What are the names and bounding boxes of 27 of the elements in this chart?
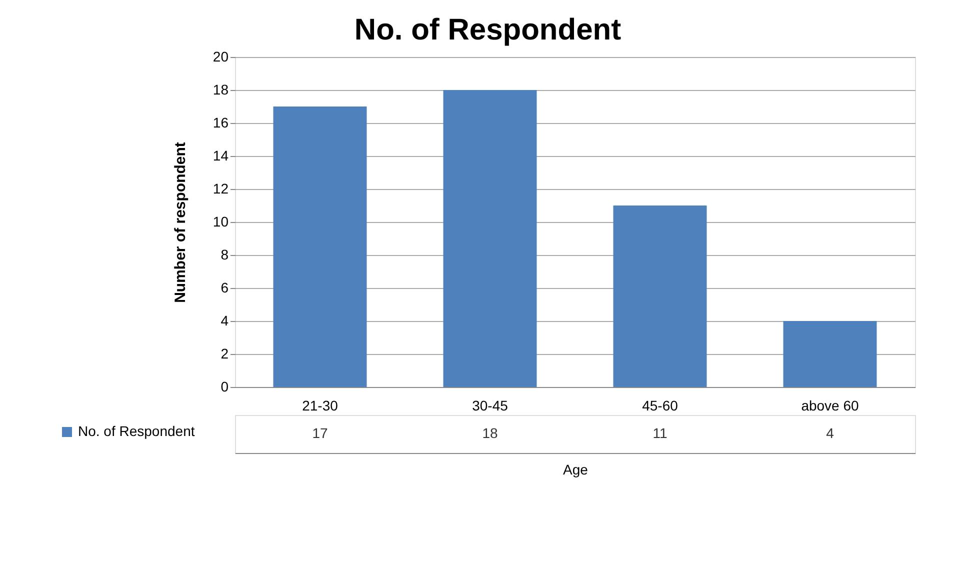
- data-label: 4: [826, 425, 834, 441]
- y-tick-label: 10: [212, 214, 229, 230]
- y-tick-label: 12: [212, 180, 229, 196]
- x-tick-label: 45-60: [642, 398, 678, 414]
- y-tick-label: 6: [220, 280, 229, 296]
- y-tick-label: 20: [212, 48, 229, 64]
- y-tick-label: 2: [220, 346, 229, 362]
- data-label: 17: [312, 425, 328, 441]
- bar: [273, 106, 367, 387]
- y-tick-label: 8: [220, 246, 229, 262]
- bar: [783, 321, 877, 387]
- bar: [613, 206, 707, 387]
- data-label: 18: [482, 425, 498, 441]
- x-axis-title: Age: [563, 462, 588, 478]
- x-tick-label: above 60: [801, 398, 860, 414]
- y-tick-label: 14: [212, 148, 229, 164]
- y-tick-label: 4: [220, 312, 229, 328]
- bar: [443, 90, 537, 387]
- x-tick-label: 30-45: [472, 398, 508, 414]
- y-tick-label: 18: [212, 82, 229, 98]
- legend-label: No. of Respondent: [78, 423, 195, 439]
- y-tick-label: 0: [220, 378, 229, 394]
- y-tick-label: 16: [212, 114, 229, 130]
- chart-title: No. of Respondent: [354, 14, 622, 46]
- y-axis-title: Number of respondent: [172, 142, 189, 303]
- x-tick-label: 21-30: [302, 398, 338, 414]
- data-label: 11: [652, 425, 668, 441]
